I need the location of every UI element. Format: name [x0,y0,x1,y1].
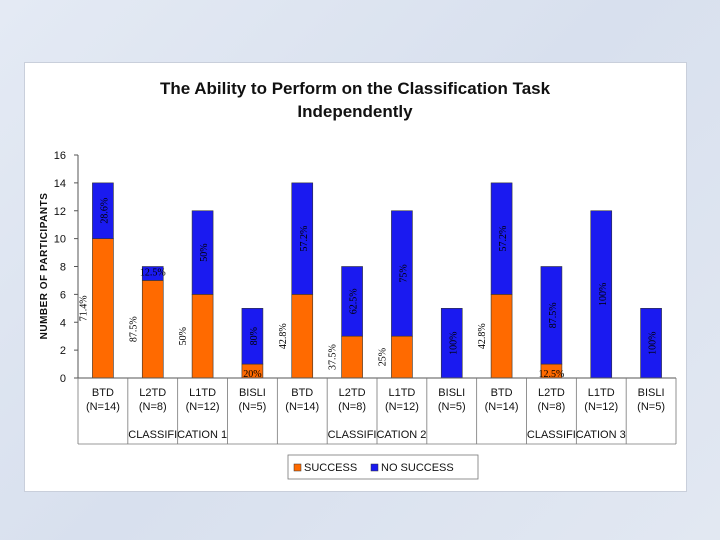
y-tick-label: 0 [60,373,66,385]
category-n-label: (N=14) [485,401,519,413]
bar-series: 71.4% 28.6% 87.5% 12.5% 50% 50% 20% 80% 42.8% 57.… [78,182,662,380]
data-label-success: 87.5% [128,316,139,342]
bar-no-success [341,266,363,337]
y-tick-label: 6 [60,289,66,301]
bar-success [141,280,164,379]
y-tick-label: 8 [60,262,66,274]
legend-swatch-success [293,463,302,472]
legend: SUCCESS NO SUCCESS [287,454,479,480]
y-axis: 0 2 4 6 8 10 12 14 16 [54,150,79,385]
category-label: L2TD [139,387,166,399]
bar-no-success [490,182,513,295]
category-n-label: (N=8) [139,401,167,413]
data-label-no-success: 87.5% [548,302,559,328]
category-n-label: (N=5) [438,401,466,413]
group-label: CLASSIFICATION 1 [128,429,227,441]
bar-no-success [92,182,114,239]
bar-no-success [291,182,314,295]
chart-panel: The Ability to Perform on the Classifica… [24,62,687,492]
category-label: BTD [291,387,313,399]
data-label-success: 42.8% [477,323,488,349]
chart-title: The Ability to Perform on the Classifica… [160,79,551,98]
bar-success [391,335,413,379]
data-label-success: 37.5% [328,344,339,370]
category-n-label: (N=8) [338,401,366,413]
bar-success [92,238,114,379]
bar-success [490,294,513,379]
category-label: BTD [92,387,114,399]
data-label-no-success: 62.5% [349,288,360,314]
category-label: L1TD [588,387,615,399]
group-axis: CLASSIFICATION 1 CLASSIFICATION 2 CLASSIFI… [78,429,676,445]
category-label: L2TD [339,387,366,399]
category-n-label: (N=5) [637,401,665,413]
data-label-no-success: 57.2% [299,226,310,252]
category-label: BTD [491,387,513,399]
data-label-success: 71.4% [78,295,89,321]
category-n-label: (N=14) [285,401,319,413]
data-label-no-success: 100% [448,331,459,354]
legend-swatch-no-success [370,463,379,472]
data-label-no-success: 50% [199,243,210,261]
chart: The Ability to Perform on the Classifica… [39,79,677,480]
data-label-success: 42.8% [278,323,289,349]
data-label-success: 50% [178,327,189,345]
legend-box [287,454,479,480]
bar-no-success [241,308,264,365]
bar-success [341,335,363,379]
group-label: CLASSIFICATION 3 [527,429,626,441]
x-axis: BTD (N=14) L2TD (N=8) L1TD (N=12) BISLI (N=5) BT… [77,377,677,444]
category-n-label: (N=12) [385,401,419,413]
y-tick-label: 4 [60,317,66,329]
legend-label-success: SUCCESS [304,462,357,474]
bar-no-success [191,210,214,295]
chart-subtitle: Independently [297,102,413,121]
data-label-no-success: 100% [598,283,609,306]
data-label-no-success: 12.5% [140,268,166,279]
bar-success [291,294,314,379]
bar-no-success [540,266,563,365]
data-label-no-success: 75% [398,264,409,282]
category-n-label: (N=12) [584,401,618,413]
y-axis-label: NUMBER OF PARTICIPANTS [39,193,50,340]
category-label: L1TD [388,387,415,399]
category-n-label: (N=8) [538,401,566,413]
category-label: L1TD [189,387,216,399]
group-label: CLASSIFICATION 2 [328,429,427,441]
y-tick-label: 2 [60,345,66,357]
category-label: L2TD [538,387,565,399]
y-tick-label: 16 [54,150,66,162]
bar-no-success [141,266,164,281]
y-tick-label: 12 [54,206,66,218]
y-tick-label: 14 [54,178,66,190]
data-label-success: 12.5% [538,369,564,380]
category-label: BISLI [438,387,465,399]
bar-no-success [391,210,413,337]
category-n-label: (N=5) [239,401,267,413]
category-n-label: (N=14) [86,401,120,413]
data-label-success: 25% [377,348,388,366]
y-tick-label: 10 [54,234,66,246]
category-label: BISLI [638,387,665,399]
data-label-no-success: 100% [648,331,659,354]
legend-label-no-success: NO SUCCESS [381,462,454,474]
category-label: BISLI [239,387,266,399]
data-label-success: 20% [243,369,261,380]
bar-success [191,294,214,379]
data-label-no-success: 80% [249,327,260,345]
data-label-no-success: 28.6% [99,198,110,224]
data-label-no-success: 57.2% [498,226,509,252]
category-n-label: (N=12) [186,401,220,413]
